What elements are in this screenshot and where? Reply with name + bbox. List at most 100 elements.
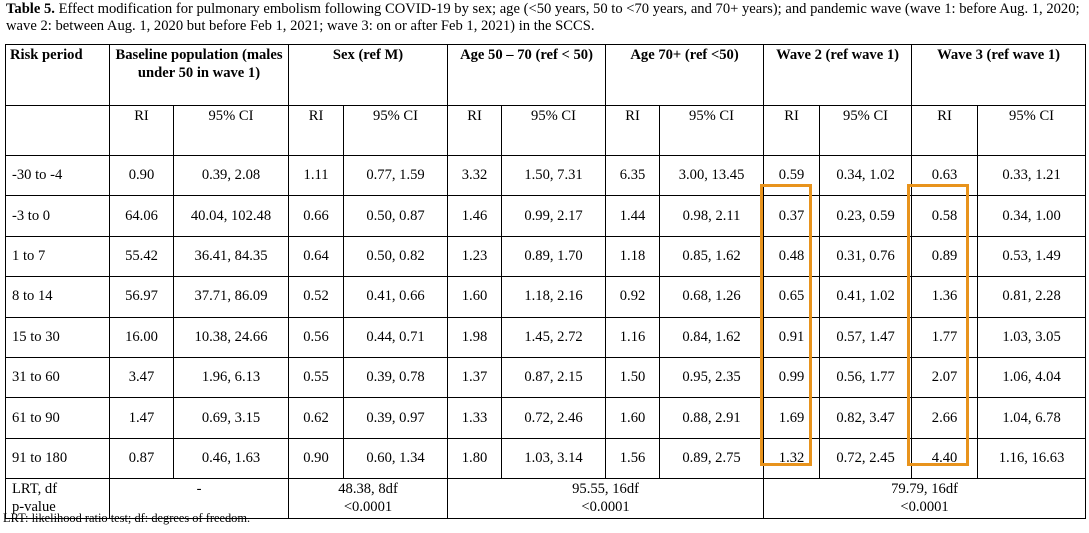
ri-cell: 1.16: [605, 316, 661, 358]
table-row: -3 to 0 64.06 40.04, 102.48 0.66 0.50, 0.87 1…: [5, 195, 1087, 237]
ri-cell: 0.55: [288, 356, 345, 399]
ci-cell: 0.23, 0.59: [819, 195, 913, 237]
risk-period-cell: 61 to 90: [5, 397, 110, 439]
ci-cell: 0.81, 2.28: [977, 276, 1087, 318]
lrt-age: 95.55, 16df <0.0001: [447, 478, 765, 520]
results-table: Risk period Baseline population (males u…: [5, 44, 1087, 520]
risk-period-cell: 1 to 7: [5, 235, 110, 278]
ci-cell: 0.34, 1.00: [977, 195, 1087, 237]
header-wave3: Wave 3 (ref wave 1): [911, 44, 1087, 106]
ci-cell: 0.50, 0.82: [343, 235, 449, 278]
ci-cell: 0.89, 1.70: [501, 235, 607, 278]
subheader-ri: RI: [447, 105, 503, 156]
ri-cell: 4.40: [911, 437, 979, 480]
lrt-wave-pvalue: <0.0001: [900, 499, 949, 516]
subheader-ri: RI: [911, 105, 979, 156]
subheader-ci: 95% CI: [659, 105, 765, 156]
table-footnote: LRT: likelihood ratio test; df: degrees …: [3, 511, 251, 525]
header-row: Risk period Baseline population (males u…: [5, 44, 1087, 106]
risk-period-cell: 8 to 14: [5, 276, 110, 318]
ci-cell: 1.18, 2.16: [501, 276, 607, 318]
lrt-sex-stat: 48.38, 8df: [338, 481, 398, 498]
ci-cell: 0.39, 2.08: [172, 154, 290, 197]
ri-cell: 1.23: [447, 235, 503, 278]
ci-cell: 0.44, 0.71: [343, 316, 449, 358]
ci-cell: 0.98, 2.11: [659, 195, 765, 237]
ci-cell: 1.03, 3.05: [977, 316, 1087, 358]
ci-cell: 10.38, 24.66: [172, 316, 290, 358]
ri-cell: 1.98: [447, 316, 503, 358]
lrt-wave-stat: 79.79, 16df: [891, 481, 958, 498]
ri-cell: 1.32: [763, 437, 821, 480]
ri-cell: 3.32: [447, 154, 503, 197]
table-row: 8 to 14 56.97 37.71, 86.09 0.52 0.41, 0.66 1.…: [5, 276, 1087, 318]
risk-period-cell: 31 to 60: [5, 356, 110, 399]
ri-cell: 1.33: [447, 397, 503, 439]
subheader-ri: RI: [763, 105, 821, 156]
ci-cell: 0.68, 1.26: [659, 276, 765, 318]
ri-cell: 1.56: [605, 437, 661, 480]
ri-cell: 1.44: [605, 195, 661, 237]
ri-cell: 0.99: [763, 356, 821, 399]
table-row: 91 to 180 0.87 0.46, 1.63 0.90 0.60, 1.34 1.8…: [5, 437, 1087, 480]
ci-cell: 1.03, 3.14: [501, 437, 607, 480]
ci-cell: 0.88, 2.91: [659, 397, 765, 439]
subheader-ci: 95% CI: [819, 105, 913, 156]
ci-cell: 37.71, 86.09: [172, 276, 290, 318]
ci-cell: 0.77, 1.59: [343, 154, 449, 197]
lrt-baseline: -: [108, 478, 290, 520]
header-sex: Sex (ref M): [288, 44, 449, 106]
lrt-label-line1: LRT, df: [12, 481, 58, 498]
subheader-ri: RI: [109, 105, 174, 156]
ri-cell: 1.36: [911, 276, 979, 318]
ri-cell: 0.56: [288, 316, 345, 358]
ri-cell: 1.18: [605, 235, 661, 278]
ri-cell: 1.37: [447, 356, 503, 399]
lrt-label-line2: p-value: [12, 499, 56, 516]
ci-cell: 0.99, 2.17: [501, 195, 607, 237]
ci-cell: 0.82, 3.47: [819, 397, 913, 439]
header-wave2: Wave 2 (ref wave 1): [763, 44, 913, 106]
lrt-label: LRT, df p-value: [5, 478, 110, 520]
ri-cell: 0.66: [288, 195, 345, 237]
ci-cell: 0.72, 2.46: [501, 397, 607, 439]
ci-cell: 36.41, 84.35: [172, 235, 290, 278]
ri-cell: 0.59: [763, 154, 821, 197]
ri-cell: 16.00: [109, 316, 174, 358]
ci-cell: 0.85, 1.62: [659, 235, 765, 278]
subheader-ci: 95% CI: [343, 105, 449, 156]
caption-label: Table 5.: [6, 1, 55, 17]
risk-period-cell: 91 to 180: [5, 437, 110, 480]
ri-cell: 1.77: [911, 316, 979, 358]
ci-cell: 0.60, 1.34: [343, 437, 449, 480]
ci-cell: 1.04, 6.78: [977, 397, 1087, 439]
table-row: 1 to 7 55.42 36.41, 84.35 0.64 0.50, 0.82 1.2…: [5, 235, 1087, 278]
subheader-ri: RI: [605, 105, 661, 156]
ri-cell: 0.58: [911, 195, 979, 237]
ri-cell: 0.90: [109, 154, 174, 197]
ci-cell: 3.00, 13.45: [659, 154, 765, 197]
ri-cell: 0.89: [911, 235, 979, 278]
ci-cell: 1.50, 7.31: [501, 154, 607, 197]
ci-cell: 0.50, 0.87: [343, 195, 449, 237]
ci-cell: 0.69, 3.15: [172, 397, 290, 439]
ri-cell: 1.46: [447, 195, 503, 237]
lrt-wave: 79.79, 16df <0.0001: [763, 478, 1087, 520]
table-caption: Table 5. Effect modification for pulmona…: [6, 1, 1086, 35]
ci-cell: 0.87, 2.15: [501, 356, 607, 399]
ri-cell: 1.50: [605, 356, 661, 399]
ri-cell: 1.80: [447, 437, 503, 480]
ri-cell: 3.47: [109, 356, 174, 399]
ci-cell: 1.16, 16.63: [977, 437, 1087, 480]
ci-cell: 1.96, 6.13: [172, 356, 290, 399]
ri-cell: 64.06: [109, 195, 174, 237]
lrt-sex-pvalue: <0.0001: [343, 499, 393, 516]
ri-cell: 1.47: [109, 397, 174, 439]
ci-cell: 1.45, 2.72: [501, 316, 607, 358]
subheader-ci: 95% CI: [501, 105, 607, 156]
ri-cell: 1.69: [763, 397, 821, 439]
ci-cell: 0.72, 2.45: [819, 437, 913, 480]
ri-cell: 1.11: [288, 154, 345, 197]
subheader-ci: 95% CI: [977, 105, 1087, 156]
table-row: 15 to 30 16.00 10.38, 24.66 0.56 0.44, 0.71 1…: [5, 316, 1087, 358]
